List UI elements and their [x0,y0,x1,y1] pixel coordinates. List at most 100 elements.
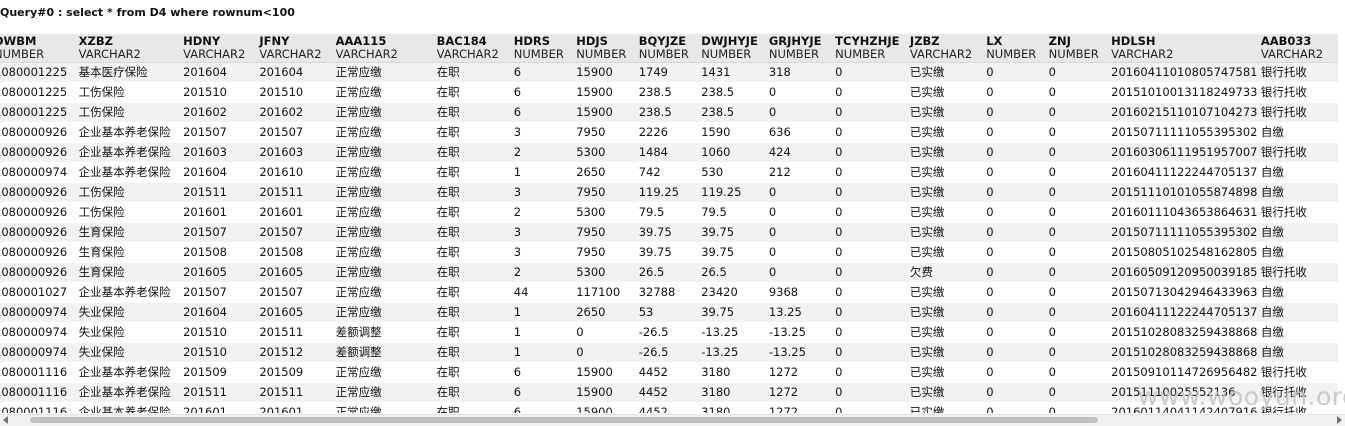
column-name: AAA115 [335,34,387,48]
cell-lx: 0 [985,282,1048,303]
table-row[interactable]: 1080001225 工伤保险 201510 201510 正常应缴 在职 6 15900 23… [0,82,1338,103]
table-row[interactable]: 1080001225 基本医疗保险 201604 201604 正常应缴 在职 6 15900… [0,62,1338,83]
cell-xzbz: 失业保险 [77,342,183,363]
cell-xzbz: 企业基本养老保险 [77,142,183,163]
cell-bqyjze: 53 [637,302,701,323]
table-row[interactable]: 1080000926 企业基本养老保险 201603 201603 正常应缴 在职 2 530… [0,142,1338,163]
result-grid[interactable]: DWBMNUMBERXZBZVARCHAR2HDNYVARCHAR2JFNYVA… [0,34,1345,413]
table-row[interactable]: 1080001116 企业基本养老保险 201511 201511 正常应缴 在职 6 159… [0,382,1338,403]
table-row[interactable]: 1080001116 企业基本养老保险 201601 201601 正常应缴 在职 6 159… [0,402,1338,413]
cell-aaa115: 正常应缴 [334,62,436,83]
cell-tcyhzhje: 0 [834,262,909,283]
cell-dwjhyje: 3180 [700,402,768,413]
cell-aaa115: 正常应缴 [334,82,436,103]
table-row[interactable]: 1080001116 企业基本养老保险 201509 201509 正常应缴 在职 6 159… [0,362,1338,383]
column-header-tcyhzhje[interactable]: TCYHZHJE NUMBER [834,34,909,63]
cell-lx: 0 [985,162,1048,183]
cell-hdjs: 7950 [575,122,638,143]
cell-grjhyje: 0 [767,242,835,263]
table-row[interactable]: 1080000926 企业基本养老保险 201507 201507 正常应缴 在职 3 795… [0,122,1338,143]
table-row[interactable]: 1080000974 失业保险 201510 201511 差额调整 在职 1 0 -26.5-… [0,322,1338,343]
cell-aab033: 银行托收 [1259,82,1338,103]
cell-bac184: 在职 [435,322,513,343]
column-header-hdny[interactable]: HDNY VARCHAR2 [182,34,259,63]
cell-lx: 0 [985,242,1048,263]
scroll-left-arrow-icon[interactable] [3,416,8,424]
cell-grjhyje: 0 [767,102,835,123]
column-header-dwjhyje[interactable]: DWJHYJE NUMBER [700,34,768,63]
cell-aaa115: 正常应缴 [334,162,436,183]
table-row[interactable]: 1080000974 失业保险 201510 201512 差额调整 在职 1 0 -26.5-… [0,342,1338,363]
scrollbar-thumb[interactable] [30,417,1098,423]
table-row[interactable]: 1080001027 企业基本养老保险 201507 201507 正常应缴 在职 44 11… [0,282,1338,303]
column-header-bac184[interactable]: BAC184 VARCHAR2 [435,34,513,63]
cell-jfny: 201601 [258,202,335,223]
horizontal-scrollbar[interactable] [0,414,1345,426]
table-row[interactable]: 1080000926 工伤保险 201511 201511 正常应缴 在职 3 7950 119… [0,182,1338,203]
column-header-hdrs[interactable]: HDRS NUMBER [512,34,576,63]
cell-dwjhyje: 39.75 [700,242,768,263]
column-header-hdjs[interactable]: HDJS NUMBER [575,34,638,63]
cell-hdrs: 3 [512,182,576,203]
cell-hdjs: 15900 [575,62,638,83]
cell-lx: 0 [985,382,1048,403]
cell-hdny: 201509 [182,362,259,383]
cell-aaa115: 正常应缴 [334,362,436,383]
cell-dwbm: 1080000926 [0,222,78,243]
cell-dwjhyje: 39.75 [700,222,768,243]
cell-jfny: 201605 [258,302,335,323]
cell-tcyhzhje: 0 [834,202,909,223]
scroll-right-arrow-icon[interactable] [1337,416,1342,424]
column-name: BAC184 [436,34,487,48]
column-header-hdlsh[interactable]: HDLSH VARCHAR2 [1110,34,1260,63]
cell-jfny: 201512 [258,342,335,363]
cell-dwjhyje: 530 [700,162,768,183]
table-row[interactable]: 1080000926 生育保险 201507 201507 正常应缴 在职 3 7950 39.… [0,222,1338,243]
column-header-lx[interactable]: LX NUMBER [985,34,1048,63]
cell-grjhyje: 1272 [767,382,835,403]
table-row[interactable]: 1080000974 失业保险 201604 201605 正常应缴 在职 1 2650 53 3… [0,302,1338,323]
cell-aaa115: 正常应缴 [334,282,436,303]
table-row[interactable]: 1080000926 生育保险 201508 201508 正常应缴 在职 3 7950 39.… [0,242,1338,263]
column-header-grjhyje[interactable]: GRJHYJE NUMBER [767,34,835,63]
cell-bqyjze: 79.5 [637,202,701,223]
column-header-jzbz[interactable]: JZBZ VARCHAR2 [908,34,986,63]
column-header-xzbz[interactable]: XZBZ VARCHAR2 [77,34,183,63]
cell-bac184: 在职 [435,282,513,303]
cell-lx: 0 [985,202,1048,223]
cell-aaa115: 正常应缴 [334,402,436,413]
cell-jzbz: 已实缴 [908,202,986,223]
cell-aab033: 自缴 [1259,162,1338,183]
cell-jfny: 201605 [258,262,335,283]
cell-lx: 0 [985,302,1048,323]
cell-jfny: 201508 [258,242,335,263]
cell-znj: 0 [1047,222,1111,243]
cell-hdlsh: 20160411122244705137 [1110,302,1260,323]
cell-lx: 0 [985,222,1048,243]
cell-jfny: 201601 [258,402,335,413]
cell-hdjs: 117100 [575,282,638,303]
cell-bac184: 在职 [435,222,513,243]
cell-bac184: 在职 [435,242,513,263]
table-row[interactable]: 1080000926 生育保险 201605 201605 正常应缴 在职 2 5300 26.… [0,262,1338,283]
cell-xzbz: 企业基本养老保险 [77,122,183,143]
column-header-aaa115[interactable]: AAA115 VARCHAR2 [334,34,436,63]
column-header-dwbm[interactable]: DWBMNUMBER [0,34,78,63]
cell-lx: 0 [985,262,1048,283]
cell-aab033: 自缴 [1259,122,1338,143]
column-header-bqyjze[interactable]: BQYJZE NUMBER [637,34,701,63]
header-row: DWBMNUMBERXZBZVARCHAR2HDNYVARCHAR2JFNYVA… [0,34,1338,63]
column-type: NUMBER [576,47,627,61]
cell-jzbz: 已实缴 [908,162,986,183]
column-header-aab033[interactable]: AAB033 VARCHAR2 [1259,34,1338,63]
cell-hdny: 201510 [182,342,259,363]
table-row[interactable]: 1080001225 工伤保险 201602 201602 正常应缴 在职 6 15900 23… [0,102,1338,123]
column-header-jfny[interactable]: JFNY VARCHAR2 [258,34,335,63]
table-row[interactable]: 1080000974 企业基本养老保险 201604 201610 正常应缴 在职 1 265… [0,162,1338,183]
table-row[interactable]: 1080000926 工伤保险 201601 201601 正常应缴 在职 2 5300 79.… [0,202,1338,223]
cell-hdrs: 1 [512,162,576,183]
column-header-znj[interactable]: ZNJ NUMBER [1047,34,1111,63]
cell-lx: 0 [985,182,1048,203]
cell-tcyhzhje: 0 [834,62,909,83]
cell-hdny: 201604 [182,302,259,323]
